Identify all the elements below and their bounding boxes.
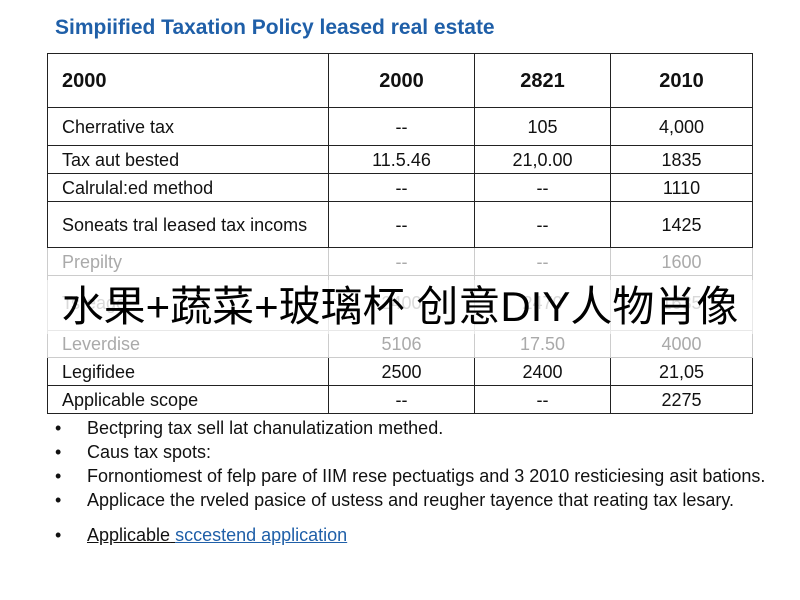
table-cell: Prepilty	[47, 247, 329, 276]
table-cell: Soneats tral leased tax incoms	[47, 201, 329, 248]
header-row: 2000 2000 2821 2010	[47, 53, 753, 108]
table-cell: 21,0.00	[474, 145, 611, 174]
table-row: Calrulal:ed method -- -- 1110	[47, 173, 753, 202]
table-cell: 1110	[610, 173, 753, 202]
bullet-item: Caus tax spots:	[55, 442, 775, 463]
table-cell: --	[328, 173, 475, 202]
header-cell: 2000	[328, 53, 475, 108]
table-cell: Legifidee	[47, 357, 329, 386]
table-cell: Calrulal:ed method	[47, 173, 329, 202]
table-cell: 2275	[610, 385, 753, 414]
table-cell: Tax aut bested	[47, 145, 329, 174]
table-cell: 2400	[474, 357, 611, 386]
table-cell: 1425	[610, 201, 753, 248]
table-cell: --	[328, 107, 475, 146]
table-row: Prepilty -- -- 1600	[47, 247, 753, 276]
table-cell: 105	[474, 107, 611, 146]
table-cell: --	[328, 385, 475, 414]
bullet-text: Applicable	[87, 525, 171, 545]
bullet-item: Bectpring tax sell lat chanulatization m…	[55, 418, 775, 439]
table-cell: 5106	[328, 330, 475, 358]
table-row: Soneats tral leased tax incoms -- -- 1425	[47, 201, 753, 248]
header-cell: 2000	[47, 53, 329, 108]
table-cell: --	[474, 247, 611, 276]
table-cell: 17.50	[474, 330, 611, 358]
table-cell: 1835	[610, 145, 753, 174]
table-cell: --	[474, 201, 611, 248]
table-cell: Cherrative tax	[47, 107, 329, 146]
table-row: Applicable scope -- -- 2275	[47, 385, 753, 414]
table-cell: --	[474, 173, 611, 202]
bullet-list: Bectpring tax sell lat chanulatization m…	[55, 418, 775, 549]
bullet-item: Applicable sccestend application	[55, 525, 775, 546]
table-cell: 2500	[328, 357, 475, 386]
table-cell: --	[328, 247, 475, 276]
table-row: Tax aut bested 11.5.46 21,0.00 1835	[47, 145, 753, 174]
table-cell: Leverdise	[47, 330, 329, 358]
table-cell: 21,05	[610, 357, 753, 386]
table-cell: 4000	[610, 330, 753, 358]
header-cell: 2821	[474, 53, 611, 108]
table-cell: Applicable scope	[47, 385, 329, 414]
table-cell: --	[474, 385, 611, 414]
table: 2000 2000 2821 2010 Cherrative tax -- 105 4,000…	[47, 53, 753, 414]
title: Simpiified Taxation Policy leased real e…	[55, 16, 495, 39]
table-cell: --	[328, 201, 475, 248]
header-cell: 2010	[610, 53, 753, 108]
overlay-caption: 水果+蔬菜+玻璃杯 创意DIY人物肖像	[0, 280, 800, 334]
table-cell: 11.5.46	[328, 145, 475, 174]
table-cell: 4,000	[610, 107, 753, 146]
table-row: Cherrative tax -- 105 4,000	[47, 107, 753, 146]
table-row: Legifidee 2500 2400 21,05	[47, 357, 753, 386]
link[interactable]: sccestend application	[175, 525, 348, 545]
table-row: Leverdise 5106 17.50 4000	[47, 330, 753, 358]
bullet-item: Fornontiomest of felp pare of IIM rese p…	[55, 466, 775, 487]
table-cell: 1600	[610, 247, 753, 276]
bullet-item: Applicace the rveled pasice of ustess an…	[55, 490, 775, 511]
